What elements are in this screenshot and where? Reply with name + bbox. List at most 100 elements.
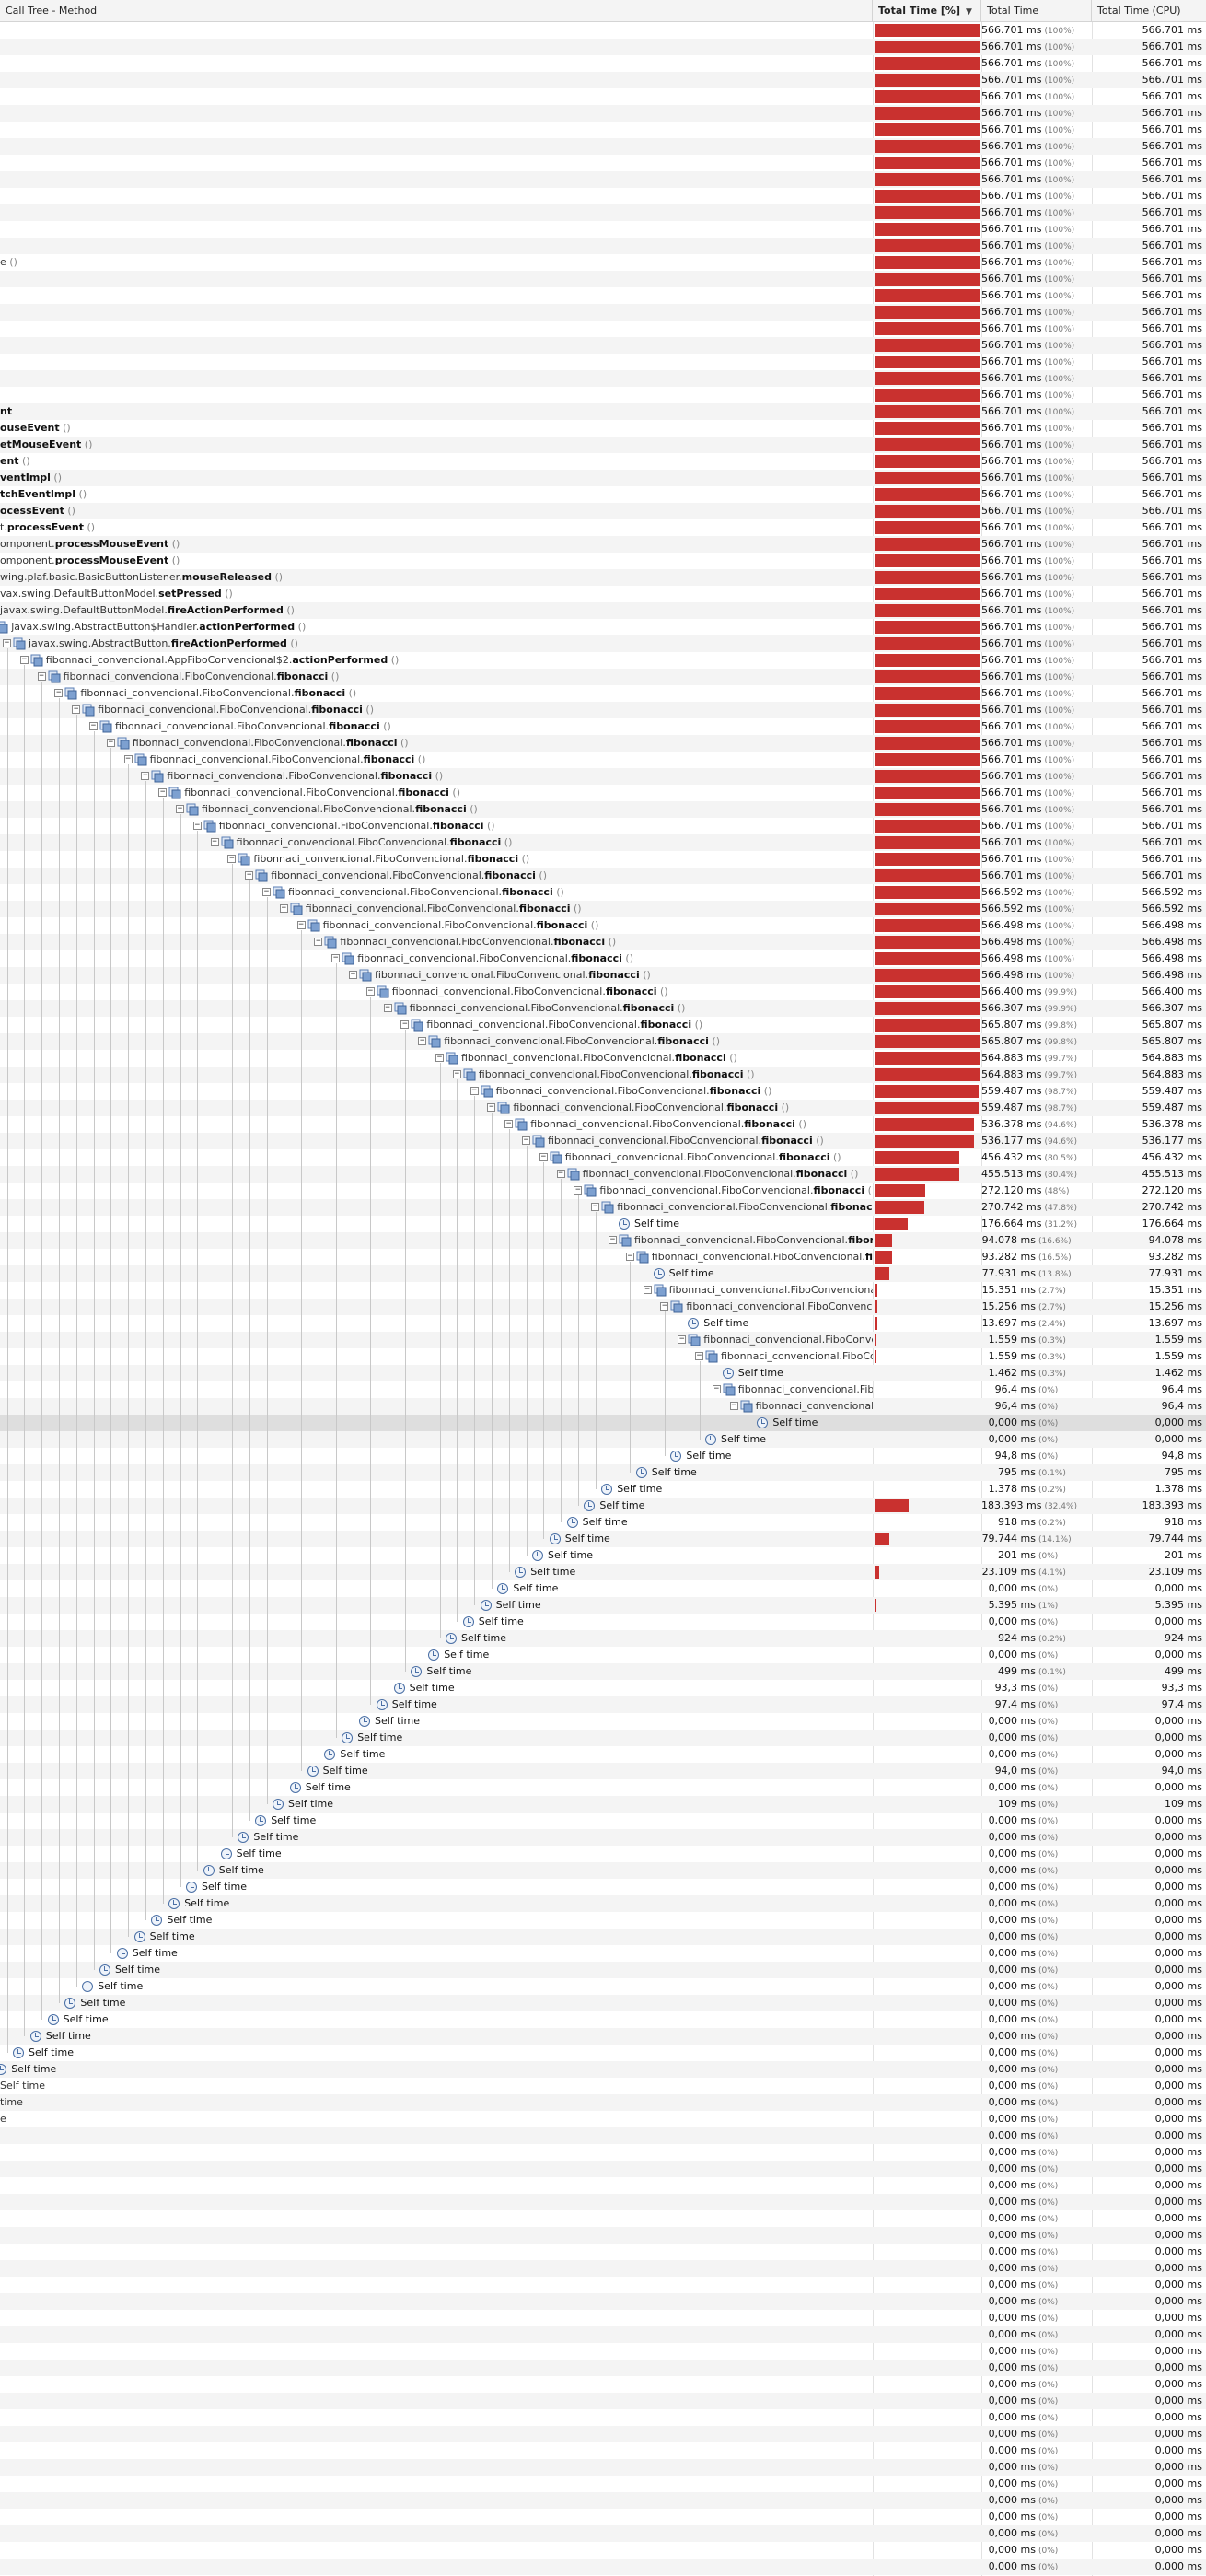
call-tree-row[interactable]: 0,000 ms(0%)0,000 ms <box>0 2277 1206 2293</box>
call-tree-row[interactable]: − fibonnaci_convencional.FiboConvencional… <box>0 1100 1206 1116</box>
collapse-toggle-icon[interactable]: − <box>314 937 323 946</box>
self-time-row[interactable]: Self time 0,000 ms (0%) 0,000 ms <box>0 1879 1206 1895</box>
collapse-toggle-icon[interactable]: − <box>349 970 357 979</box>
call-tree-row[interactable]: − fibonnaci_convencional.FiboConvencional… <box>0 1183 1206 1199</box>
call-tree-row[interactable]: 0,000 ms(0%)0,000 ms <box>0 2559 1206 2575</box>
call-tree-row[interactable]: −javax.swing.AbstractButton$Handler.acti… <box>0 619 1206 635</box>
self-time-row[interactable]: Self time 0,000 ms (0%) 0,000 ms <box>0 1829 1206 1846</box>
collapse-toggle-icon[interactable]: − <box>279 903 288 913</box>
call-tree-row[interactable]: 0,000 ms(0%)0,000 ms <box>0 2210 1206 2227</box>
self-time-row[interactable]: Self time 0,000 ms (0%) 0,000 ms <box>0 1895 1206 1912</box>
call-tree-row[interactable]: 566.701 ms (100%) 566.701 ms <box>0 304 1206 321</box>
call-tree-row[interactable]: − fibonnaci_convencional.FiboConvencional… <box>0 1199 1206 1216</box>
self-time-row[interactable]: Self time 795 ms (0.1%) 795 ms <box>0 1464 1206 1481</box>
call-tree-row[interactable]: 0,000 ms(0%)0,000 ms <box>0 2310 1206 2326</box>
call-tree-row[interactable]: etMouseEvent () 566.701 ms (100%) 566.701 m… <box>0 437 1206 453</box>
collapse-toggle-icon[interactable]: − <box>141 771 150 780</box>
collapse-toggle-icon[interactable]: − <box>470 1086 479 1095</box>
collapse-toggle-icon[interactable]: − <box>3 638 11 647</box>
collapse-toggle-icon[interactable]: − <box>383 1003 392 1012</box>
call-tree-row[interactable]: ent () 566.701 ms (100%) 566.701 ms <box>0 453 1206 470</box>
self-time-row[interactable]: Self time 0,000 ms (0%) 0,000 ms <box>0 1929 1206 1945</box>
call-tree-row[interactable]: − fibonnaci_convencional.FiboConvencional… <box>0 1050 1206 1067</box>
call-tree-row[interactable]: t.processEvent () 566.701 ms (100%) 566.701… <box>0 519 1206 536</box>
call-tree-row[interactable]: 0,000 ms(0%)0,000 ms <box>0 2492 1206 2509</box>
self-time-row[interactable]: Self time 0,000 ms (0%) 0,000 ms <box>0 1978 1206 1995</box>
call-tree-row[interactable]: − fibonnaci_convencional.FiboConvencional… <box>0 1149 1206 1166</box>
call-tree-row[interactable]: − javax.swing.AbstractButton.fireActionPe… <box>0 635 1206 652</box>
call-tree-row[interactable]: − fibonnaci_convencional.FiboConvencional… <box>0 785 1206 801</box>
self-time-row[interactable]: Self time 77.931 ms (13.8%) 77.931 ms <box>0 1265 1206 1282</box>
collapse-toggle-icon[interactable]: − <box>660 1301 669 1311</box>
self-time-row[interactable]: Self time 93,3 ms (0%) 93,3 ms <box>0 1680 1206 1696</box>
collapse-toggle-icon[interactable]: − <box>400 1020 410 1029</box>
collapse-toggle-icon[interactable]: − <box>522 1136 530 1145</box>
collapse-toggle-icon[interactable]: − <box>539 1152 548 1161</box>
call-tree-row[interactable]: 566.701 ms (100%) 566.701 ms <box>0 188 1206 204</box>
collapse-toggle-icon[interactable]: − <box>296 920 306 929</box>
collapse-toggle-icon[interactable]: − <box>678 1335 687 1344</box>
call-tree-row[interactable]: 566.701 ms (100%) 566.701 ms <box>0 122 1206 138</box>
collapse-toggle-icon[interactable]: − <box>158 787 168 797</box>
collapse-toggle-icon[interactable]: − <box>262 887 271 896</box>
call-tree-row[interactable]: 0,000 ms(0%)0,000 ms <box>0 2144 1206 2161</box>
self-time-row[interactable]: Self time 0,000 ms (0%) 0,000 ms <box>0 2061 1206 2078</box>
call-tree-row[interactable]: omponent.processMouseEvent () 566.701 ms(… <box>0 536 1206 553</box>
call-tree-row[interactable]: − fibonnaci_convencional.FiboConvencional… <box>0 1000 1206 1017</box>
self-time-row[interactable]: Self time 0,000 ms (0%) 0,000 ms <box>0 1730 1206 1746</box>
call-tree-row[interactable]: 566.701 ms (100%) 566.701 ms <box>0 221 1206 238</box>
self-time-row[interactable]: Self time 0,000 ms (0%) 0,000 ms <box>0 1746 1206 1763</box>
call-tree-row[interactable]: − fibonnaci_convencional.FiboConvencional… <box>0 950 1206 967</box>
call-tree-row[interactable]: omponent.processMouseEvent () 566.701 ms(… <box>0 553 1206 569</box>
call-tree-row[interactable]: − fibonnaci_convencional.FiboConvencional… <box>0 1033 1206 1050</box>
collapse-toggle-icon[interactable]: − <box>452 1069 461 1078</box>
collapse-toggle-icon[interactable]: − <box>331 953 341 962</box>
call-tree-row[interactable]: 566.701 ms (100%) 566.701 ms <box>0 171 1206 188</box>
self-time-row[interactable]: Self time 0,000 ms (0%) 0,000 ms <box>0 2011 1206 2028</box>
collapse-toggle-icon[interactable]: − <box>487 1102 496 1112</box>
call-tree-row[interactable]: − fibonnaci_convencional.FiboConvencion 1.… <box>0 1332 1206 1348</box>
self-time-row[interactable]: Self time 109 ms (0%) 109 ms <box>0 1796 1206 1813</box>
call-tree-row[interactable]: 0,000 ms(0%)0,000 ms <box>0 2177 1206 2194</box>
collapse-toggle-icon[interactable]: − <box>625 1252 634 1261</box>
self-time-row[interactable]: Self time 0,000 ms (0%) 0,000 ms <box>0 1415 1206 1431</box>
self-time-row[interactable]: Self time 918 ms (0.2%) 918 ms <box>0 1514 1206 1531</box>
self-time-row[interactable]: Self time 0,000 ms (0%) 0,000 ms <box>0 1580 1206 1597</box>
self-time-row[interactable]: Self time 924 ms (0.2%) 924 ms <box>0 1630 1206 1647</box>
self-time-row[interactable]: Self time 13.697 ms (2.4%) 13.697 ms <box>0 1315 1206 1332</box>
call-tree-row[interactable]: − fibonnaci_convencional.FiboConvencional… <box>0 868 1206 884</box>
call-tree-row[interactable]: 0,000 ms(0%)0,000 ms <box>0 2194 1206 2210</box>
call-tree-row[interactable]: 0,000 ms(0%)0,000 ms <box>0 2161 1206 2177</box>
self-time-row[interactable]: Self time 94,0 ms (0%) 94,0 ms <box>0 1763 1206 1779</box>
call-tree-row[interactable]: − fibonnaci_convencional.FiboConvencional… <box>0 1083 1206 1100</box>
call-tree-row[interactable]: 566.701 ms (100%) 566.701 ms <box>0 72 1206 88</box>
call-tree-row[interactable]: time 0,000 ms (0%) 0,000 ms <box>0 2094 1206 2111</box>
self-time-row[interactable]: Self time 0,000 ms (0%) 0,000 ms <box>0 1614 1206 1630</box>
call-tree-row[interactable]: 566.701 ms (100%) 566.701 ms <box>0 387 1206 403</box>
self-time-row[interactable]: Self time 0,000 ms (0%) 0,000 ms <box>0 1713 1206 1730</box>
self-time-row[interactable]: Self time 0,000 ms (0%) 0,000 ms <box>0 1846 1206 1862</box>
call-tree-row[interactable]: − fibonnaci_convencional.FiboConvencional… <box>0 834 1206 851</box>
call-tree-row[interactable]: 0,000 ms(0%)0,000 ms <box>0 2326 1206 2343</box>
call-tree-row[interactable]: 0,000 ms(0%)0,000 ms <box>0 2393 1206 2409</box>
collapse-toggle-icon[interactable]: − <box>89 721 98 730</box>
call-tree-row[interactable]: − fibonnaci_convencional.FiboConvencional… <box>0 984 1206 1000</box>
self-time-row[interactable]: Self time 0,000 ms (0%) 0,000 ms <box>0 1431 1206 1448</box>
call-tree-row[interactable]: 566.701 ms (100%) 566.701 ms <box>0 105 1206 122</box>
call-tree-row[interactable]: 566.701 ms (100%) 566.701 ms <box>0 88 1206 105</box>
call-tree-row[interactable]: 566.701 ms (100%) 566.701 ms <box>0 138 1206 155</box>
self-time-row[interactable]: Self time 0,000 ms (0%) 0,000 ms <box>0 1779 1206 1796</box>
call-tree-row[interactable]: −fibonnaci_convencional.Fibo96,4 ms(0%)9… <box>0 1398 1206 1415</box>
call-tree-row[interactable]: − fibonnaci_convencional.FiboConvencional… <box>0 752 1206 768</box>
collapse-toggle-icon[interactable]: − <box>435 1053 444 1062</box>
collapse-toggle-icon[interactable]: − <box>37 671 46 681</box>
self-time-row[interactable]: Self time 183.393 ms (32.4%) 183.393 ms <box>0 1498 1206 1514</box>
call-tree-row[interactable]: − fibonnaci_convencional.FiboConvencional… <box>0 1116 1206 1133</box>
call-tree-row[interactable]: 0,000 ms(0%)0,000 ms <box>0 2376 1206 2393</box>
column-header-method[interactable]: Call Tree - Method <box>0 0 873 21</box>
self-time-row[interactable]: Self time 0,000 ms (0%) 0,000 ms <box>0 1995 1206 2011</box>
call-tree-row[interactable]: − fibonnaci_convencional.FiboConvencional… <box>0 685 1206 702</box>
collapse-toggle-icon[interactable]: − <box>227 854 237 863</box>
call-tree-row[interactable]: 0,000 ms(0%)0,000 ms <box>0 2542 1206 2559</box>
call-tree-row[interactable]: − fibonnaci_convencional.FiboConvencional… <box>0 718 1206 735</box>
